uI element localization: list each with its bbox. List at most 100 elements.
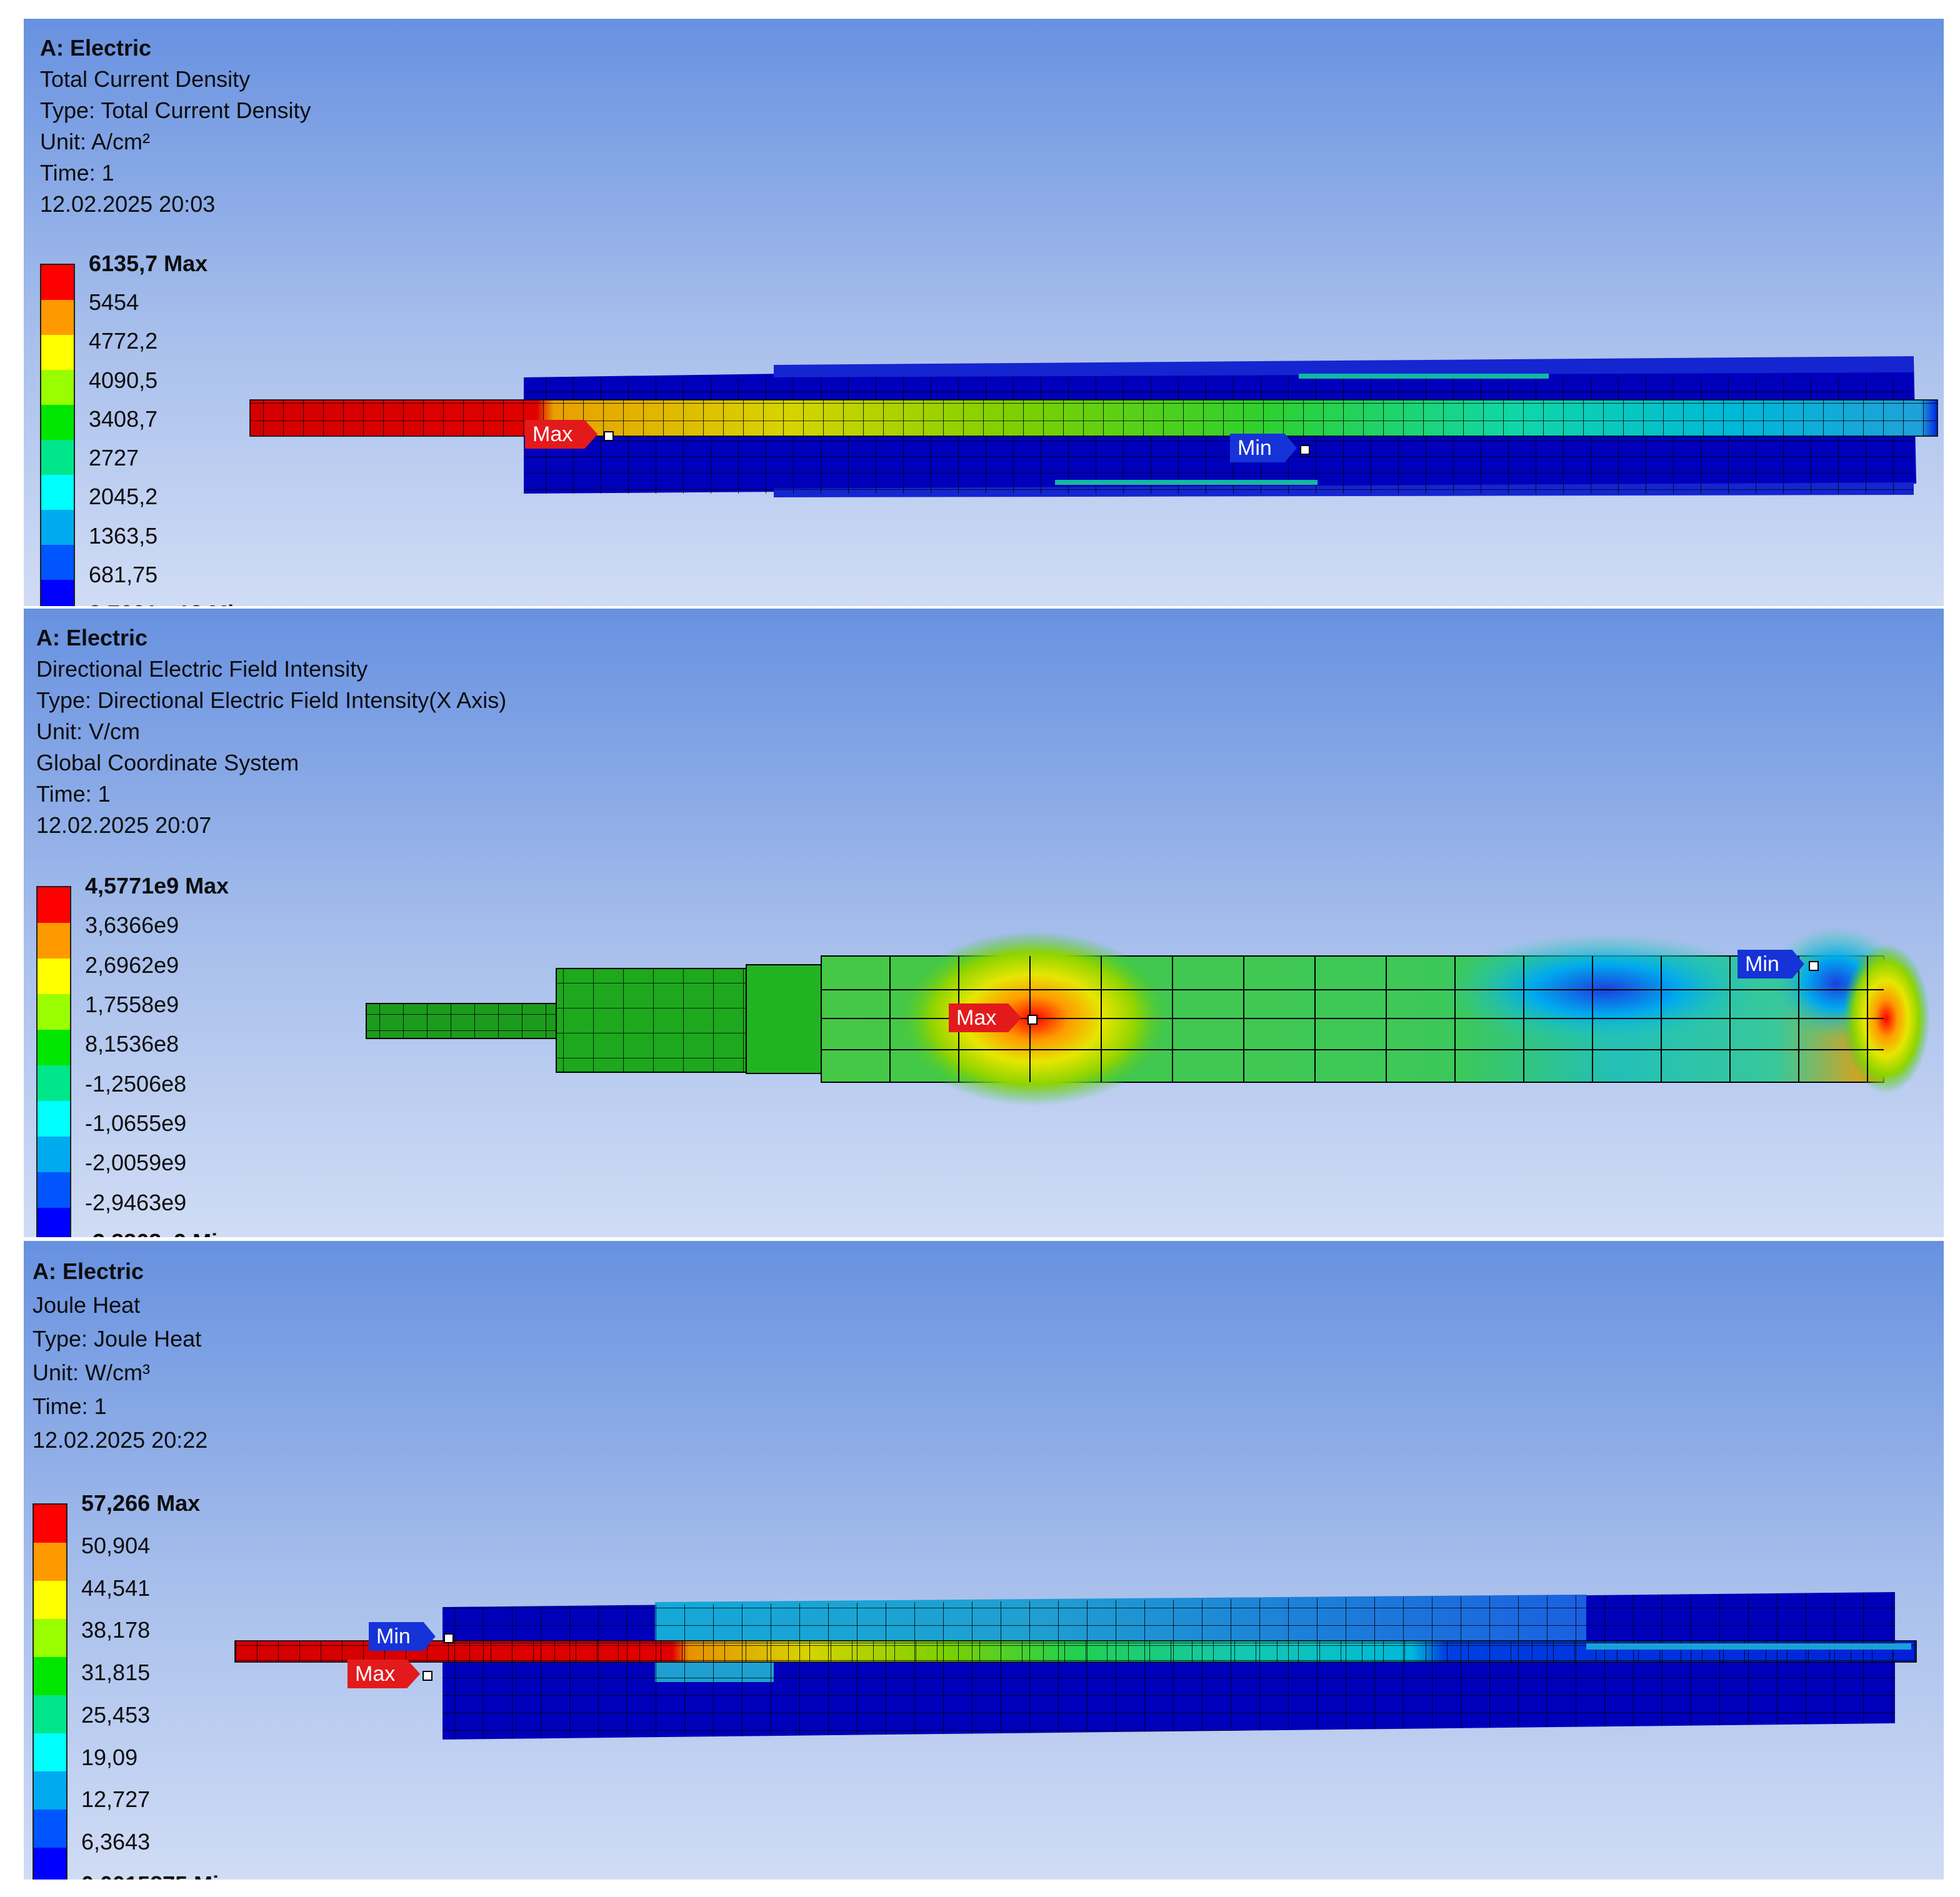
- result-info: A: Electric Joule Heat Type: Joule Heat …: [32, 1255, 208, 1457]
- legend-value-label: 4772,2: [89, 328, 158, 354]
- coordinate-system: Global Coordinate System: [36, 750, 299, 775]
- mesh-body: [366, 927, 1930, 1106]
- legend-value-label: 38,178: [81, 1617, 151, 1643]
- legend-color-band: [38, 994, 70, 1030]
- mesh-body: [249, 356, 1938, 497]
- legend-value-label: 2,6962e9: [85, 952, 179, 978]
- max-probe-marker: [422, 1671, 432, 1681]
- legend-color-band: [38, 1030, 70, 1065]
- result-name: Directional Electric Field Intensity: [36, 656, 368, 682]
- legend-color-band: [38, 1208, 70, 1237]
- result-time: Time: 1: [32, 1393, 107, 1419]
- legend-value-label: 3,6366e9: [85, 912, 179, 939]
- min-probe-marker: [1300, 445, 1310, 455]
- model-viewport[interactable]: [24, 19, 1944, 606]
- max-probe-marker: [604, 431, 614, 441]
- legend-min-label: -3,8868e9 Min: [85, 1230, 231, 1238]
- legend-color-band: [38, 1137, 70, 1172]
- legend-color-band: [41, 580, 74, 606]
- result-name: Total Current Density: [40, 66, 251, 92]
- min-probe-tag[interactable]: Min: [1738, 950, 1804, 978]
- legend-value-label: 4090,5: [89, 367, 158, 393]
- result-panel-electric-field[interactable]: A: Electric Directional Electric Field I…: [24, 609, 1944, 1237]
- legend-color-band: [34, 1771, 66, 1810]
- legend-value-label: 3408,7: [89, 406, 158, 432]
- mesh-body: [234, 1592, 1917, 1740]
- model-viewport[interactable]: [24, 1241, 1944, 1880]
- legend-color-band: [34, 1657, 66, 1695]
- result-panel-current-density[interactable]: A: Electric Total Current Density Type: …: [24, 19, 1944, 606]
- legend-value-label: 2045,2: [89, 484, 158, 510]
- result-timestamp: 12.02.2025 20:03: [40, 191, 216, 217]
- legend-value-label: -1,2506e8: [85, 1070, 187, 1097]
- legend-color-band: [41, 265, 74, 300]
- analysis-title: A: Electric: [32, 1258, 144, 1284]
- legend-color-band: [38, 1065, 70, 1101]
- result-type: Type: Joule Heat: [32, 1326, 202, 1352]
- analysis-title: A: Electric: [36, 625, 148, 650]
- result-type: Type: Total Current Density: [40, 97, 311, 123]
- legend-color-band: [34, 1581, 66, 1619]
- legend-value-label: 1363,5: [89, 522, 158, 549]
- legend-value-label: 44,541: [81, 1575, 151, 1601]
- legend-color-band: [34, 1619, 66, 1657]
- legend-value-label: 25,453: [81, 1701, 151, 1728]
- legend-color-band: [41, 370, 74, 405]
- legend-color-band: [41, 475, 74, 510]
- legend-value-label: 2727: [89, 445, 139, 471]
- model-viewport[interactable]: [24, 609, 1944, 1237]
- legend-value-label: 19,09: [81, 1744, 138, 1770]
- legend-value-label: 50,904: [81, 1532, 151, 1558]
- max-probe-marker: [1028, 1015, 1038, 1025]
- legend-color-band: [41, 440, 74, 475]
- legend-color-band: [38, 887, 70, 923]
- legend-color-bar: [36, 886, 71, 1237]
- result-unit: Unit: V/cm: [36, 719, 141, 744]
- legend-color-band: [41, 545, 74, 580]
- result-unit: Unit: A/cm²: [40, 129, 151, 154]
- legend-value-label: 1,7558e9: [85, 992, 179, 1017]
- legend-value-label: 5454: [89, 289, 139, 316]
- result-time: Time: 1: [36, 781, 111, 807]
- legend-min-label: 2,7601e-12 Min: [89, 601, 248, 607]
- legend-color-band: [41, 510, 74, 545]
- legend-color-band: [34, 1848, 66, 1880]
- legend-value-label: 12,727: [81, 1786, 151, 1813]
- min-probe-tag[interactable]: Min: [1230, 434, 1297, 462]
- legend-color-band: [34, 1810, 66, 1848]
- legend-max-label: 6135,7 Max: [89, 251, 208, 276]
- legend-value-label: -1,0655e9: [85, 1110, 187, 1136]
- result-timestamp: 12.02.2025 20:22: [32, 1427, 208, 1453]
- max-probe-tag[interactable]: Max: [949, 1003, 1022, 1032]
- legend-value-label: 6,3643: [81, 1829, 151, 1855]
- result-unit: Unit: W/cm³: [32, 1360, 150, 1385]
- legend-color-bar: [32, 1503, 68, 1880]
- legend-value-label: 31,815: [81, 1660, 151, 1686]
- result-type: Type: Directional Electric Field Intensi…: [36, 687, 507, 713]
- legend-color-band: [38, 958, 70, 994]
- legend-value-label: -2,0059e9: [85, 1150, 187, 1176]
- min-probe-tag[interactable]: Min: [369, 1622, 436, 1651]
- result-panel-joule-heat[interactable]: A: Electric Joule Heat Type: Joule Heat …: [24, 1241, 1944, 1880]
- legend-value-label: 681,75: [89, 561, 158, 587]
- legend-color-band: [38, 1101, 70, 1137]
- legend-color-band: [38, 1172, 70, 1208]
- result-time: Time: 1: [40, 160, 114, 186]
- max-probe-tag[interactable]: Max: [525, 420, 598, 449]
- legend-color-band: [38, 923, 70, 958]
- legend-color-band: [34, 1543, 66, 1581]
- legend-color-band: [34, 1733, 66, 1771]
- result-name: Joule Heat: [32, 1292, 141, 1318]
- legend-color-band: [41, 405, 74, 440]
- legend-max-label: 4,5771e9 Max: [85, 873, 229, 899]
- result-info: A: Electric Directional Electric Field I…: [36, 622, 506, 841]
- legend-color-band: [34, 1505, 66, 1543]
- legend-color-bar: [40, 264, 75, 606]
- max-probe-tag[interactable]: Max: [348, 1660, 421, 1688]
- result-info: A: Electric Total Current Density Type: …: [40, 32, 311, 220]
- min-probe-marker: [444, 1633, 454, 1643]
- legend-color-band: [41, 335, 74, 370]
- result-timestamp: 12.02.2025 20:07: [36, 812, 212, 838]
- legend-max-label: 57,266 Max: [81, 1490, 201, 1516]
- legend-color-band: [41, 300, 74, 335]
